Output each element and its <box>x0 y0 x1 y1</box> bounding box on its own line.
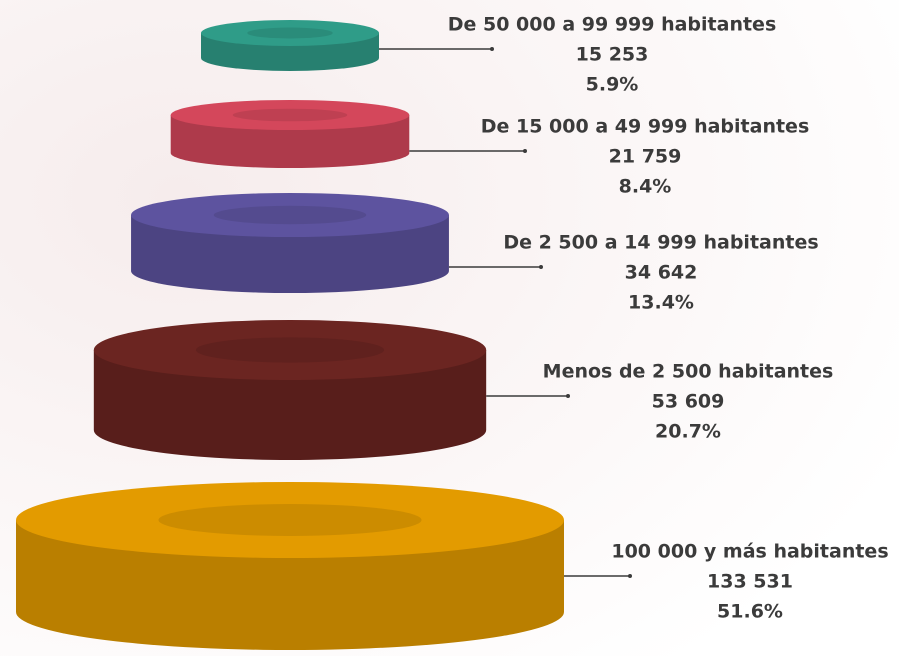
disc-hole <box>213 205 367 225</box>
leader-dot <box>523 149 527 153</box>
value-label: 15 253 <box>576 44 649 66</box>
disc <box>93 320 487 461</box>
disc-hole <box>247 27 333 39</box>
leader-dot <box>628 574 632 578</box>
value-label: 53 609 <box>652 391 725 413</box>
category-label: 100 000 y más habitantes <box>611 541 888 563</box>
disc-side <box>131 215 449 293</box>
disc <box>201 20 379 71</box>
disc <box>131 193 449 293</box>
category-label: Menos de 2 500 habitantes <box>543 361 834 383</box>
percentage-label: 5.9% <box>586 74 639 96</box>
percentage-label: 13.4% <box>628 292 694 314</box>
disc <box>16 482 564 650</box>
disc-hole <box>232 108 348 122</box>
disc-side <box>170 115 410 168</box>
leader-dot <box>490 47 494 51</box>
value-label: 21 759 <box>609 146 682 168</box>
percentage-label: 20.7% <box>655 421 721 443</box>
disc-hole <box>195 337 385 363</box>
category-label: De 15 000 a 49 999 habitantes <box>481 116 810 138</box>
disc-side <box>93 350 487 461</box>
percentage-label: 8.4% <box>619 176 672 198</box>
category-label: De 50 000 a 99 999 habitantes <box>448 14 777 36</box>
value-label: 133 531 <box>707 571 793 593</box>
leader-dot <box>539 265 543 269</box>
disc <box>170 100 410 168</box>
leader-dot <box>566 394 570 398</box>
disc-hole <box>158 504 422 536</box>
percentage-label: 51.6% <box>717 601 783 623</box>
category-label: De 2 500 a 14 999 habitantes <box>503 232 818 254</box>
value-label: 34 642 <box>625 262 698 284</box>
